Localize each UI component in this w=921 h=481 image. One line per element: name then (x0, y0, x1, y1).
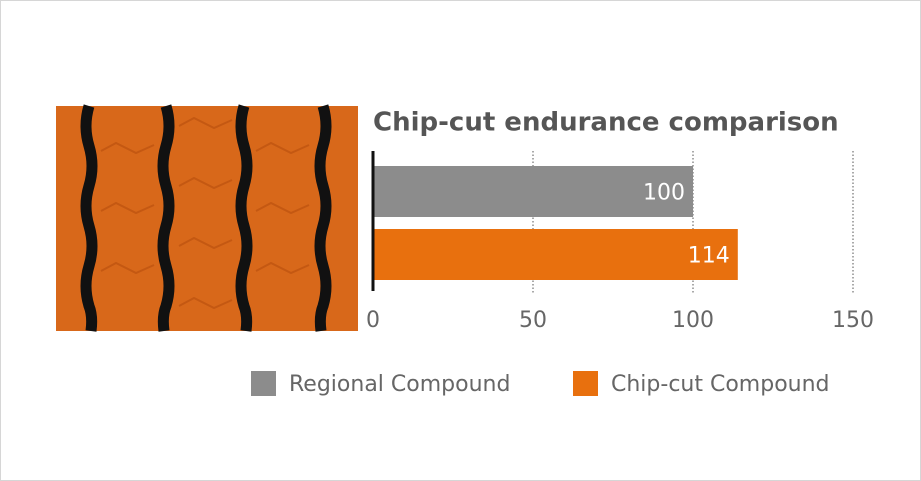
bar (373, 166, 693, 217)
legend-swatch (573, 371, 598, 396)
x-tick-label: 150 (832, 308, 874, 333)
legend-label: Chip-cut Compound (611, 372, 830, 397)
x-tick-label: 100 (672, 308, 714, 333)
data-label: 114 (688, 244, 730, 269)
bar (373, 229, 738, 280)
tire-image (56, 104, 358, 332)
data-label: 100 (643, 181, 685, 206)
legend-label: Regional Compound (289, 372, 510, 397)
x-tick-label: 0 (366, 308, 380, 333)
legend-swatch (251, 371, 276, 396)
chart-title: Chip-cut endurance comparison (373, 108, 839, 138)
x-tick-label: 50 (519, 308, 547, 333)
